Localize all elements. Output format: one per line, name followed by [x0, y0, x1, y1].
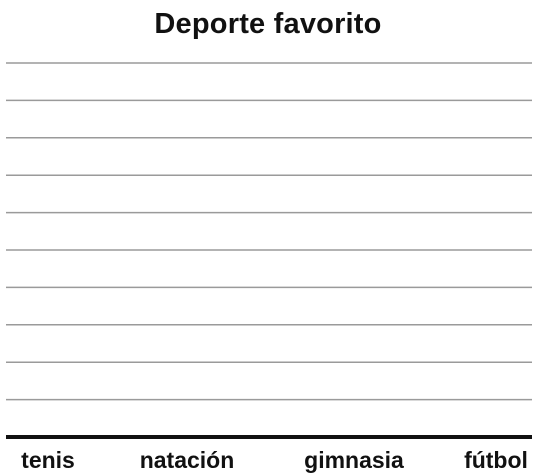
x-tick-labels: tenis natación gimnasia fútbol: [21, 447, 528, 473]
gridlines: [6, 62, 532, 401]
chart-title: Deporte favorito: [154, 8, 382, 40]
x-tick-label: tenis: [21, 447, 75, 473]
x-tick-label: gimnasia: [304, 447, 404, 473]
x-tick-label: fútbol: [464, 447, 528, 473]
x-tick-label: natación: [140, 447, 235, 473]
